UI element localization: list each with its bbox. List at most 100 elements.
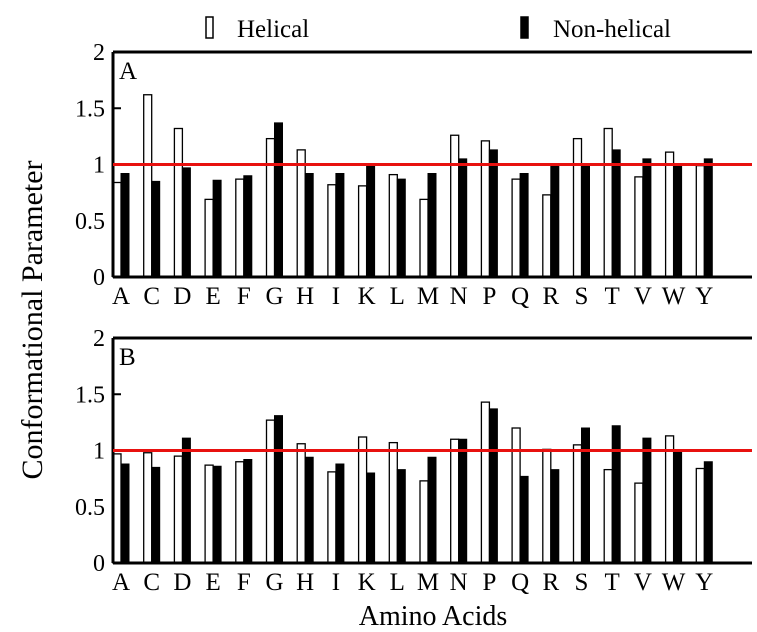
bar-nonhelical-D [181, 167, 191, 278]
x-tick-label-K: K [358, 569, 376, 596]
x-axis-label: Amino Acids [359, 601, 508, 632]
x-tick-label-V: V [634, 569, 652, 596]
bar-helical-H [296, 443, 306, 564]
bar-helical-Y [695, 164, 705, 278]
bar-nonhelical-N [458, 158, 468, 278]
panel-B: 0 0.5 1 1.5 2 A C D E F G H I K L M N P Q R S T V W Y B [75, 326, 752, 596]
bar-nonhelical-H [304, 173, 314, 278]
y-axis-label: Conformational Parameter [16, 160, 49, 479]
bar-nonhelical-I [335, 173, 345, 278]
bar-helical-G [265, 419, 276, 564]
x-tick-label-T: T [605, 569, 620, 596]
bar-nonhelical-N [458, 438, 468, 564]
bar-helical-T [603, 127, 613, 278]
bar-helical-M [419, 480, 429, 564]
bar-nonhelical-E [212, 465, 222, 564]
bar-helical-P [480, 401, 491, 564]
x-tick-label-G: G [265, 283, 283, 310]
x-tick-label-M: M [417, 569, 439, 596]
x-tick-label-G: G [265, 569, 283, 596]
bar-nonhelical-L [396, 469, 406, 564]
bar-nonhelical-F [243, 459, 253, 564]
bar-helical-Q [511, 178, 521, 278]
bar-helical-C [143, 452, 153, 564]
bar-nonhelical-Y [703, 158, 713, 278]
bar-nonhelical-V [642, 437, 652, 564]
y-tick-label: 1 [93, 153, 105, 179]
bar-helical-F [235, 461, 245, 564]
x-tick-label-T: T [605, 283, 620, 310]
x-tick-label-R: R [542, 569, 559, 596]
y-tick-label: 0 [93, 551, 105, 577]
bar-nonhelical-W [673, 450, 683, 564]
bar-helical-V [634, 482, 644, 564]
bar-nonhelical-D [181, 437, 191, 564]
x-tick-label-C: C [143, 569, 160, 596]
bar-nonhelical-R [550, 469, 560, 564]
panel-label: A [119, 58, 137, 85]
x-tick-label-N: N [450, 569, 468, 596]
bar-helical-H [296, 149, 306, 278]
bar-helical-N [450, 438, 460, 564]
y-tick-label: 1 [93, 439, 105, 465]
bar-nonhelical-A [120, 463, 130, 564]
x-tick-label-M: M [417, 283, 439, 310]
bar-helical-S [572, 444, 583, 564]
bar-helical-K [357, 185, 368, 278]
bar-nonhelical-C [151, 180, 161, 278]
bar-helical-P [480, 140, 491, 278]
y-tick-label: 0 [93, 265, 105, 291]
bar-nonhelical-P [488, 149, 498, 278]
bar-helical-M [419, 198, 429, 278]
bar-helical-S [572, 137, 583, 278]
legend-swatch-helical [205, 16, 214, 39]
x-tick-label-F: F [237, 569, 251, 596]
x-tick-label-K: K [358, 283, 376, 310]
x-tick-label-E: E [205, 569, 220, 596]
bar-helical-I [327, 471, 337, 564]
bar-helical-C [143, 94, 153, 278]
bar-nonhelical-S [581, 165, 590, 278]
bar-helical-D [173, 127, 184, 278]
x-tick-label-V: V [634, 283, 652, 310]
bar-nonhelical-S [581, 427, 590, 564]
bar-nonhelical-G [274, 122, 283, 278]
bar-nonhelical-A [120, 173, 130, 278]
bar-helical-R [542, 448, 552, 564]
x-tick-label-Q: Q [511, 569, 529, 596]
legend-swatch-nonhelical [520, 16, 529, 39]
bar-helical-G [265, 137, 276, 278]
bar-nonhelical-Q [519, 173, 529, 278]
panel-A: 00.511.52A C D E F G H I K L M N P Q R S T V W YA [75, 40, 752, 310]
x-tick-label-A: A [112, 283, 130, 310]
bar-nonhelical-C [151, 466, 161, 564]
x-tick-label-S: S [575, 569, 589, 596]
bar-nonhelical-R [550, 165, 560, 278]
x-tick-label-L: L [390, 569, 405, 596]
bar-nonhelical-L [396, 178, 406, 278]
bar-helical-I [327, 184, 337, 278]
bar-nonhelical-I [335, 463, 345, 564]
x-tick-label-E: E [205, 283, 220, 310]
bar-helical-Y [695, 467, 705, 564]
x-tick-label-W: W [662, 283, 686, 310]
bar-helical-L [388, 173, 398, 278]
bar-helical-W [664, 435, 675, 564]
y-tick-label: 1.5 [75, 96, 105, 122]
bar-helical-K [357, 436, 368, 564]
bar-nonhelical-K [366, 165, 376, 278]
bar-nonhelical-V [642, 158, 652, 278]
bar-helical-E [204, 464, 214, 564]
bar-helical-N [450, 134, 460, 278]
x-tick-label-Q: Q [511, 283, 529, 310]
bar-nonhelical-P [488, 408, 498, 564]
y-tick-label: 1.5 [75, 382, 105, 408]
x-tick-label-P: P [482, 569, 496, 596]
x-tick-label-Y: Y [695, 569, 713, 596]
bar-helical-D [173, 455, 184, 564]
bar-nonhelical-Q [519, 475, 529, 564]
x-tick-label-N: N [450, 283, 468, 310]
bar-helical-E [204, 198, 214, 278]
y-tick-label: 2 [93, 40, 105, 66]
legend-label-helical: Helical [237, 16, 309, 43]
